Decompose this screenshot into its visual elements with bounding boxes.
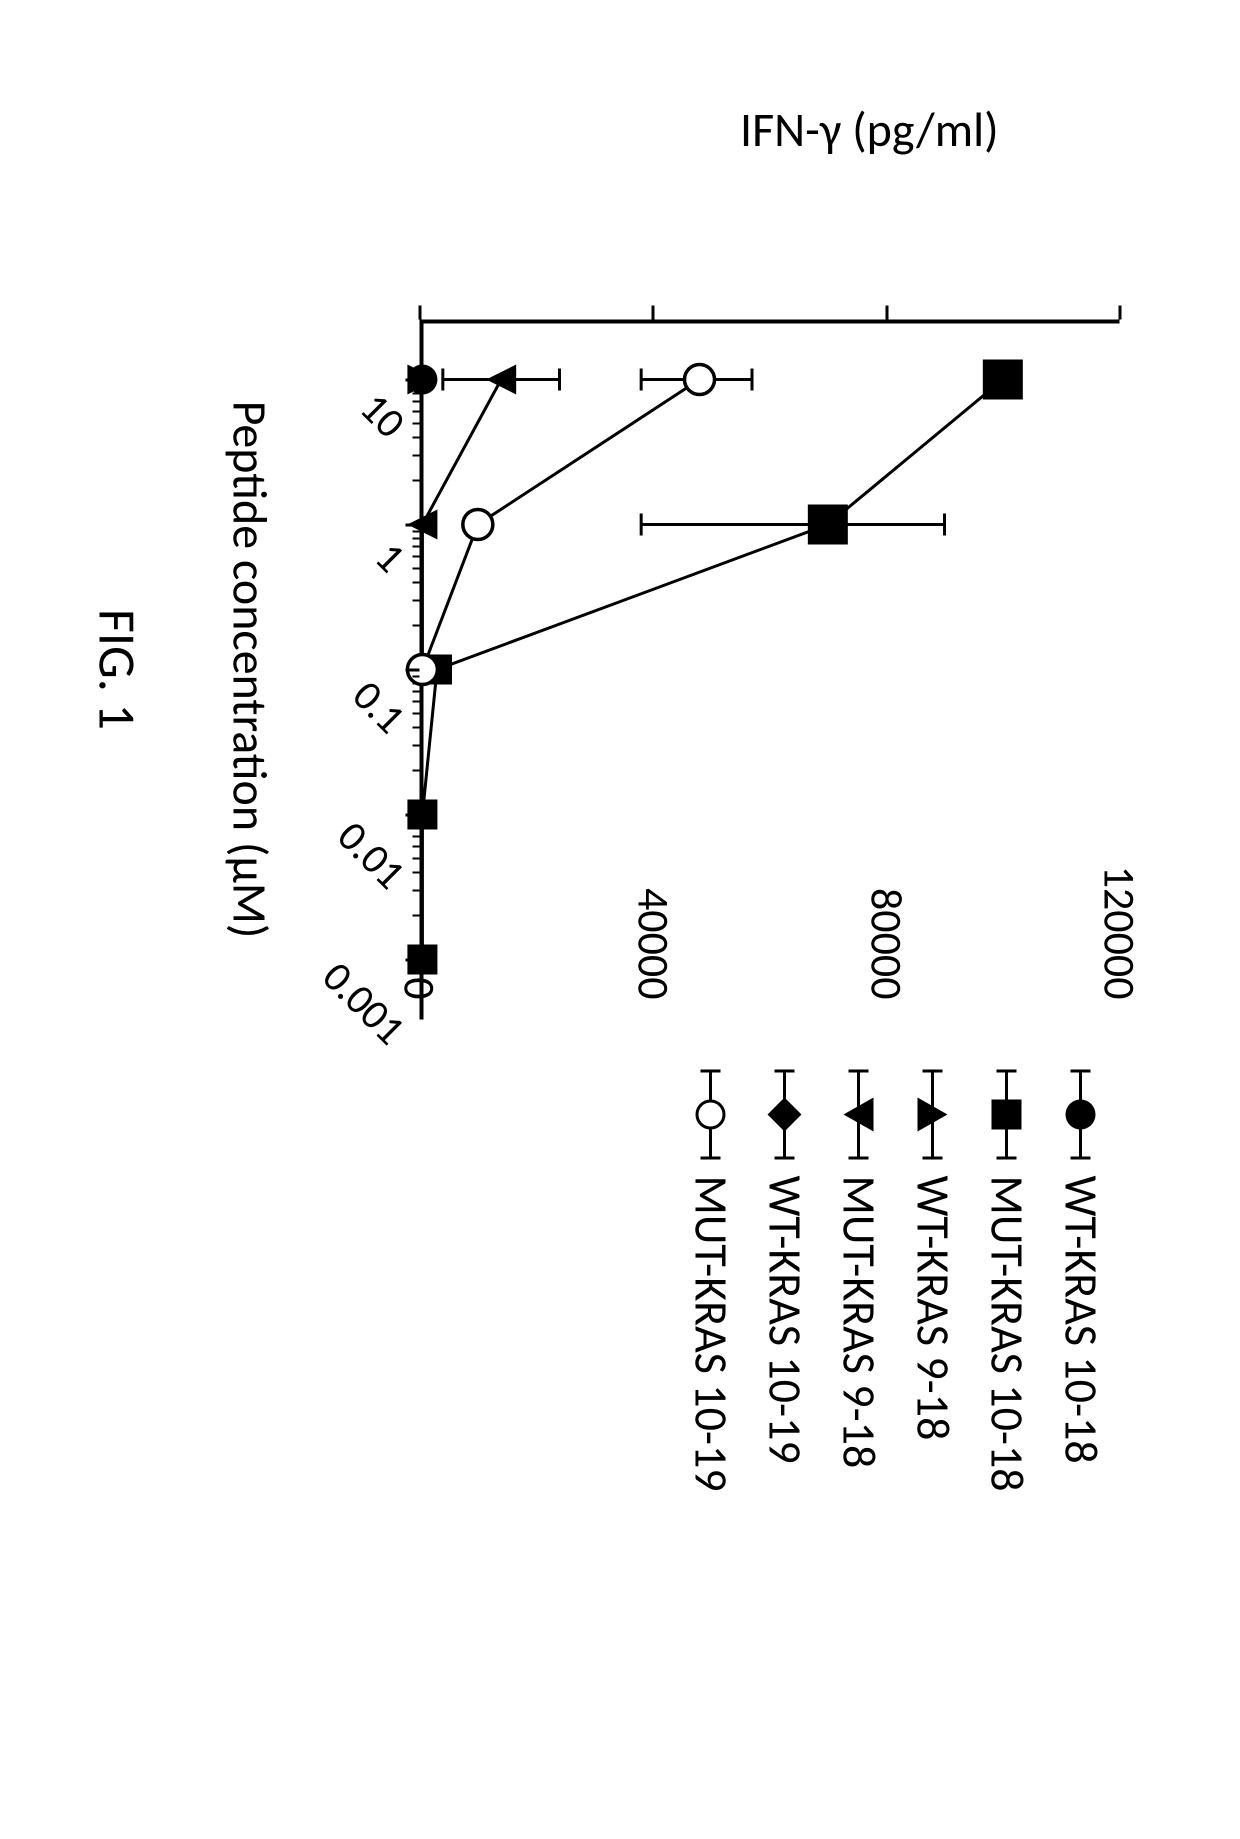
x-minor-tick	[413, 691, 420, 693]
x-minor-tick	[413, 393, 420, 395]
x-tick	[406, 378, 420, 381]
y-axis-title: IFN-γ (pg/ml)	[741, 100, 1000, 159]
x-minor-tick	[413, 701, 420, 703]
x-tick-label: 1	[365, 532, 416, 583]
x-minor-tick	[413, 675, 420, 677]
legend-label: WT-KRAS 10-19	[757, 1176, 813, 1464]
x-minor-tick	[413, 683, 420, 685]
x-minor-tick	[413, 828, 420, 830]
legend-marker	[982, 1070, 1032, 1160]
square-filled-icon	[992, 1100, 1022, 1130]
y-tick	[419, 306, 422, 320]
x-tick	[406, 958, 420, 961]
x-tick-label: 0.01	[327, 811, 416, 900]
circle-filled-icon	[1066, 1100, 1096, 1130]
y-tick-label: 40000	[626, 888, 680, 1000]
legend-item: MUT-KRAS 10-18	[978, 1070, 1036, 1492]
legend-item: MUT-KRAS 9-18	[830, 1070, 888, 1492]
x-tick-label: 0.1	[342, 670, 416, 744]
x-minor-tick	[413, 820, 420, 822]
data-svg	[420, 320, 1120, 1020]
data-point-circle-open	[685, 365, 715, 395]
legend-label: MUT-KRAS 10-19	[683, 1176, 739, 1492]
x-minor-tick	[413, 480, 420, 482]
x-tick-label: 10	[350, 383, 416, 449]
triangle-up-icon	[918, 1098, 948, 1132]
x-minor-tick	[413, 599, 420, 601]
y-tick-label: 0	[393, 977, 447, 999]
chart-wrapper: IFN-γ (pg/ml) 1010.10.010.001 Peptide co…	[70, 120, 1170, 1720]
x-minor-tick	[413, 454, 420, 456]
x-minor-tick	[413, 871, 420, 873]
x-tick	[406, 668, 420, 671]
triangle-down-icon	[844, 1098, 874, 1132]
chart-area: 1010.10.010.001	[420, 320, 1120, 1020]
legend-item: WT-KRAS 9-18	[904, 1070, 962, 1492]
legend: WT-KRAS 10-18 MUT-KRAS 10-18 WT-KRAS 9-18 M…	[666, 1070, 1110, 1492]
x-minor-tick	[413, 915, 420, 917]
x-minor-tick	[413, 836, 420, 838]
y-tick-label: 120000	[1093, 866, 1147, 1000]
x-minor-tick	[413, 411, 420, 413]
legend-marker	[760, 1070, 810, 1160]
y-tick-label: 80000	[860, 888, 914, 1000]
diamond-icon	[768, 1098, 802, 1132]
x-minor-tick	[413, 436, 420, 438]
data-point-circle-open	[463, 510, 493, 540]
legend-marker	[834, 1070, 884, 1160]
data-point-square-filled	[808, 505, 848, 545]
x-minor-tick	[413, 625, 420, 627]
data-point-square-filled	[983, 360, 1023, 400]
legend-item: WT-KRAS 10-19	[756, 1070, 814, 1492]
legend-label: WT-KRAS 10-18	[1053, 1176, 1109, 1464]
x-minor-tick	[413, 712, 420, 714]
x-minor-tick	[413, 726, 420, 728]
data-point-triangle-down	[487, 365, 517, 395]
x-minor-tick	[413, 846, 420, 848]
circle-open-icon	[696, 1100, 726, 1130]
x-minor-tick	[413, 546, 420, 548]
plot-region: 1010.10.010.001	[420, 320, 1120, 1020]
x-minor-tick	[413, 530, 420, 532]
x-minor-tick	[413, 538, 420, 540]
legend-item: MUT-KRAS 10-19	[682, 1070, 740, 1492]
x-tick-label: 0.001	[312, 952, 416, 1056]
y-tick	[652, 306, 655, 320]
legend-marker	[908, 1070, 958, 1160]
legend-label: MUT-KRAS 9-18	[831, 1176, 887, 1469]
x-minor-tick	[413, 385, 420, 387]
x-minor-tick	[413, 744, 420, 746]
x-minor-tick	[413, 401, 420, 403]
x-tick	[406, 523, 420, 526]
page-container: IFN-γ (pg/ml) 1010.10.010.001 Peptide co…	[0, 300, 1240, 1540]
legend-marker	[686, 1070, 736, 1160]
x-minor-tick	[413, 857, 420, 859]
legend-marker	[1056, 1070, 1106, 1160]
legend-label: MUT-KRAS 10-18	[979, 1176, 1035, 1492]
figure-caption: FIG. 1	[86, 320, 150, 1020]
y-tick	[1119, 306, 1122, 320]
x-minor-tick	[413, 770, 420, 772]
x-tick	[406, 813, 420, 816]
x-axis-title: Peptide concentration (μM)	[221, 320, 280, 1020]
x-minor-tick	[413, 556, 420, 558]
x-minor-tick	[413, 581, 420, 583]
y-tick	[885, 306, 888, 320]
x-minor-tick	[413, 422, 420, 424]
legend-label: WT-KRAS 9-18	[905, 1176, 961, 1441]
legend-item: WT-KRAS 10-18	[1052, 1070, 1110, 1492]
x-minor-tick	[413, 567, 420, 569]
x-minor-tick	[413, 889, 420, 891]
